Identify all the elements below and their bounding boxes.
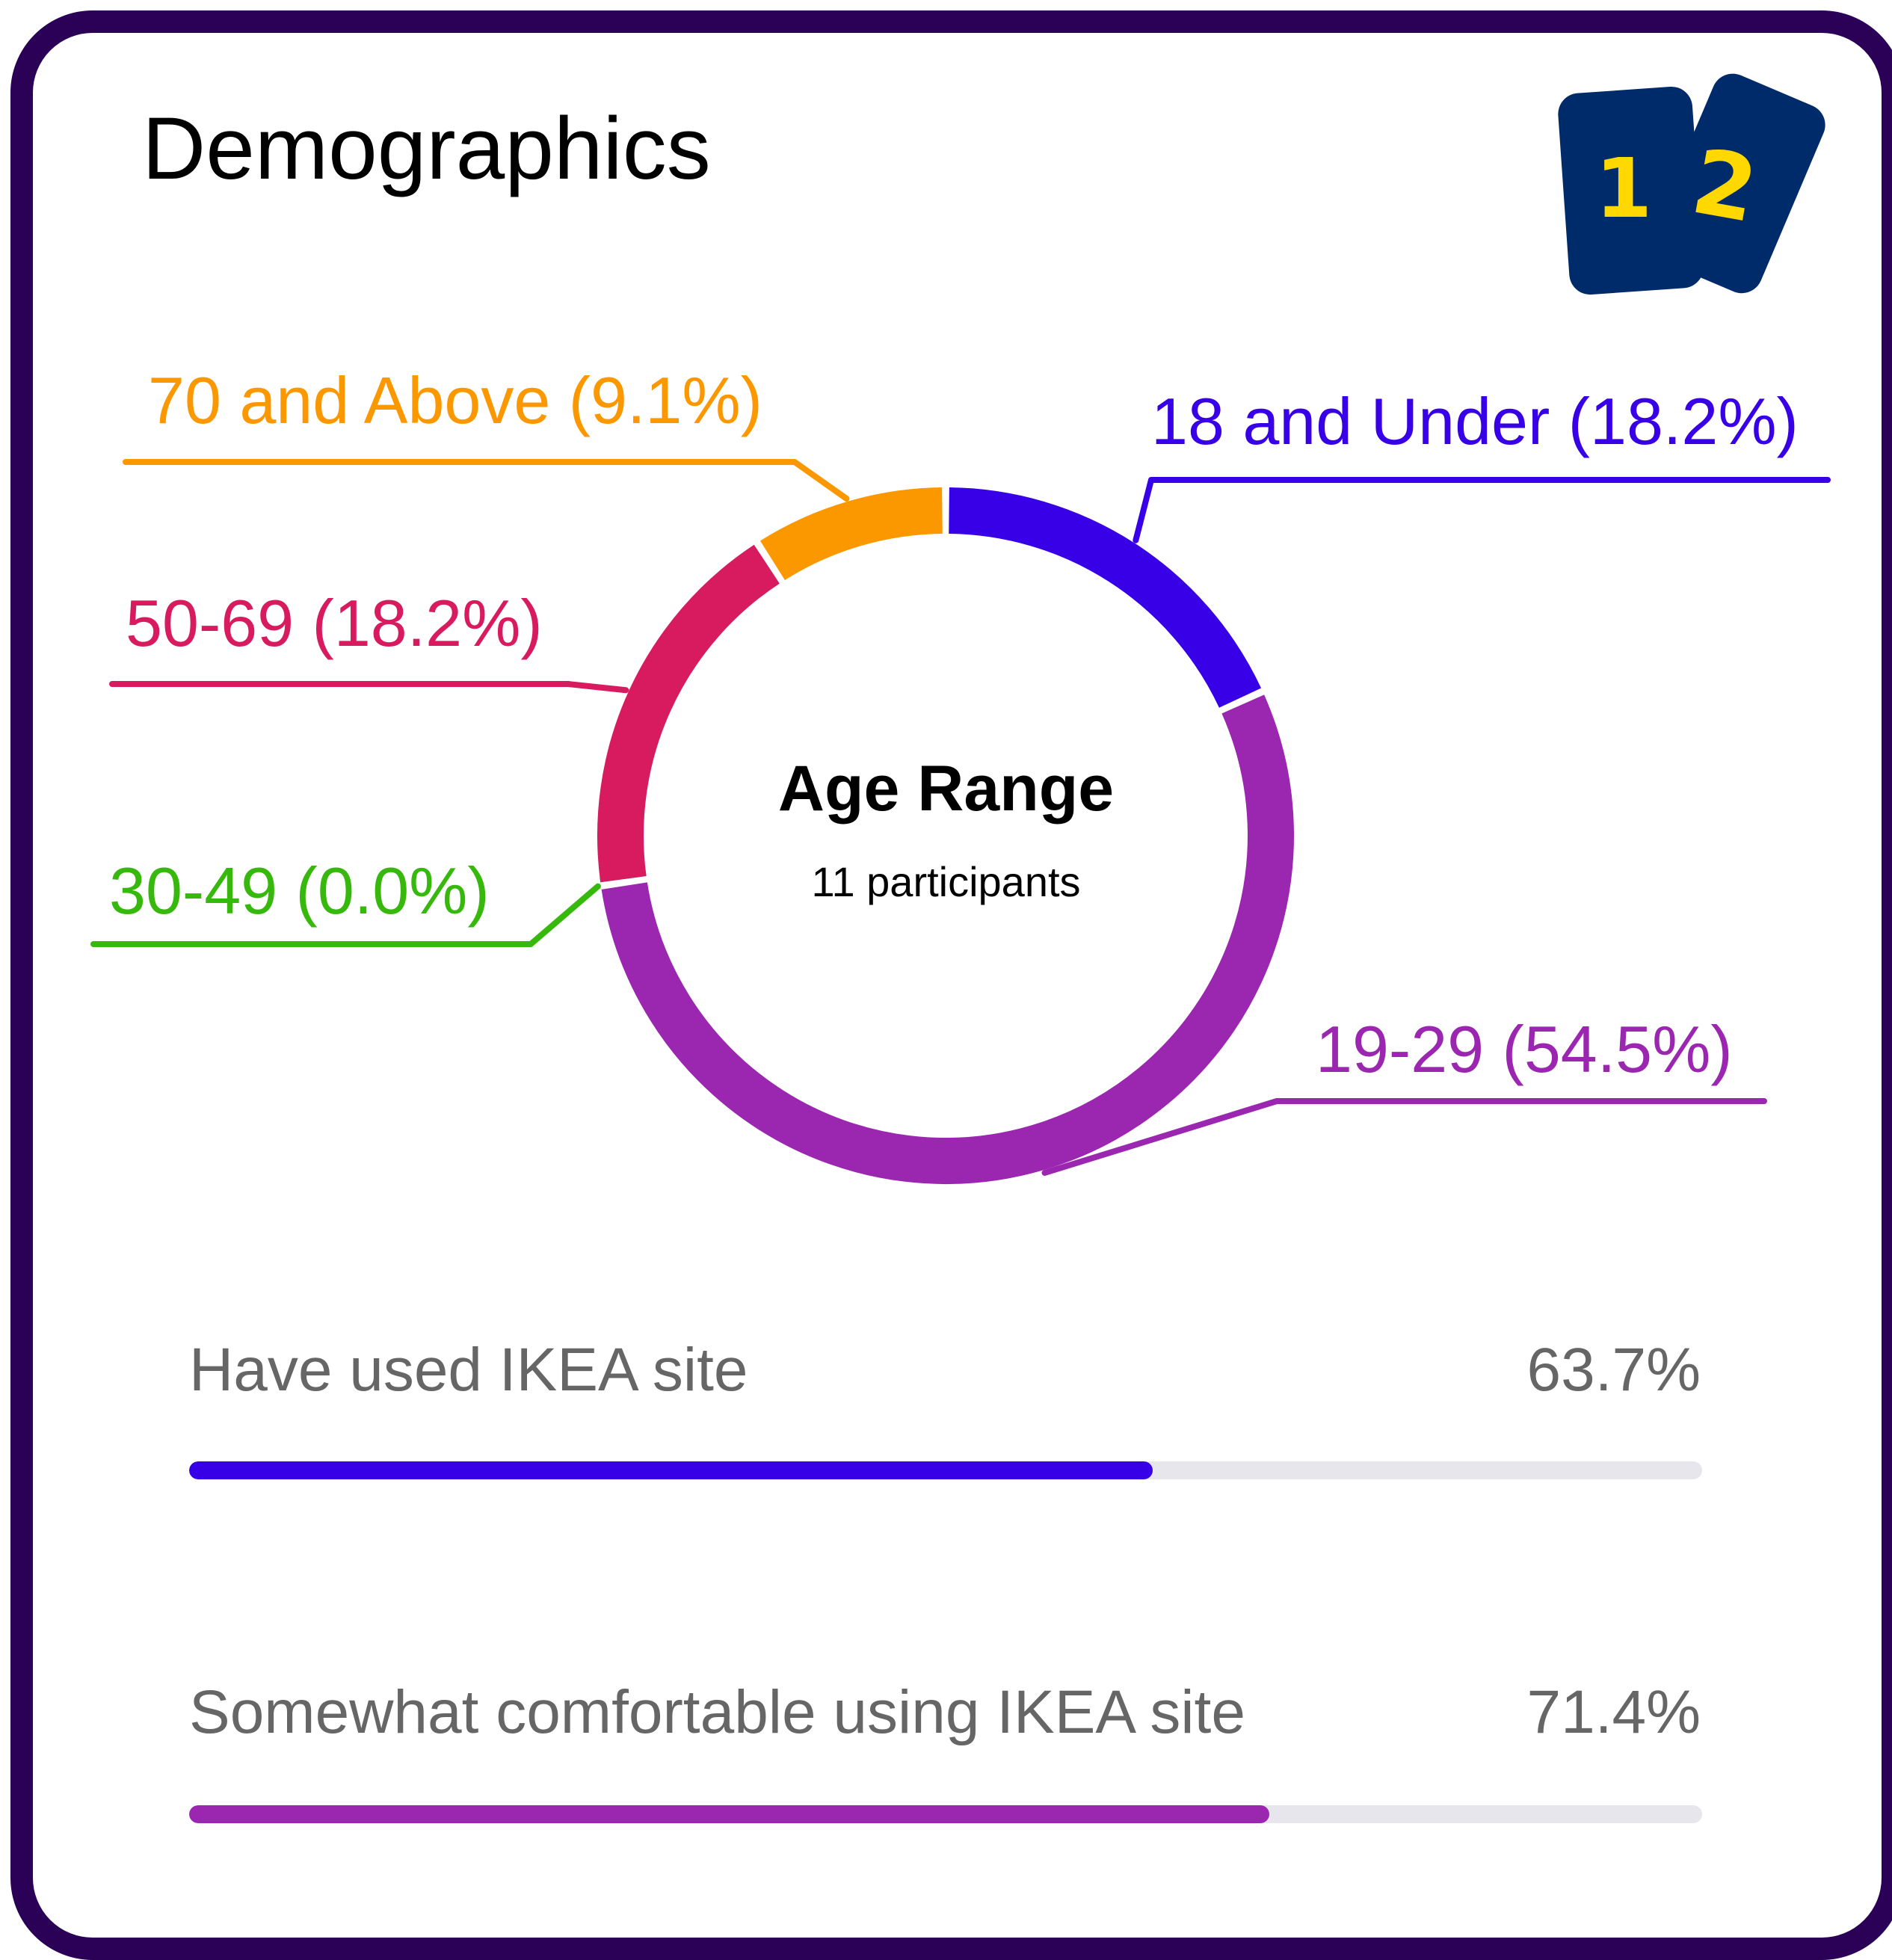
chart-subtitle: 11 participants	[811, 858, 1081, 905]
slice-label-18-and-under: 18 and Under (18.2%)	[1151, 384, 1799, 458]
progress-fill-comfortable-ikea	[189, 1805, 1270, 1823]
slice-label-30-49: 30-49 (0.0%)	[109, 854, 490, 928]
progress-track-comfortable-ikea	[189, 1805, 1702, 1823]
chart-title: Age Range	[777, 753, 1115, 825]
donut-slice-19-29	[601, 694, 1294, 1184]
donut-slice-70-and-above	[759, 487, 943, 581]
progress-track-used-ikea	[189, 1461, 1702, 1479]
donut-slice-50-69	[597, 544, 780, 883]
donut-slice-18-and-under	[949, 487, 1262, 708]
stat-value-comfortable-ikea: 71.4%	[1526, 1678, 1701, 1746]
slice-label-19-29: 19-29 (54.5%)	[1316, 1012, 1733, 1086]
leader-line-50-69	[109, 681, 629, 694]
stat-label-used-ikea: Have used IKEA site	[189, 1336, 748, 1404]
leader-line-19-29	[1041, 1098, 1767, 1176]
stat-value-used-ikea: 63.7%	[1526, 1336, 1701, 1404]
slice-label-50-69: 50-69 (18.2%)	[126, 586, 543, 660]
leader-line-18-and-under	[1133, 477, 1831, 543]
logo-digit-1: 1	[1595, 141, 1653, 236]
page-title: Demographics	[142, 99, 711, 198]
demographics-card	[10, 10, 1892, 1960]
slice-label-70-and-above: 70 and Above (9.1%)	[148, 363, 762, 437]
numbered-cards-logo-icon: 1 2	[1558, 73, 1825, 295]
stat-label-comfortable-ikea: Somewhat comfortable using IKEA site	[189, 1678, 1245, 1746]
leader-line-30-49	[90, 883, 601, 947]
progress-fill-used-ikea	[189, 1461, 1153, 1479]
leader-line-70-and-above	[123, 459, 850, 502]
